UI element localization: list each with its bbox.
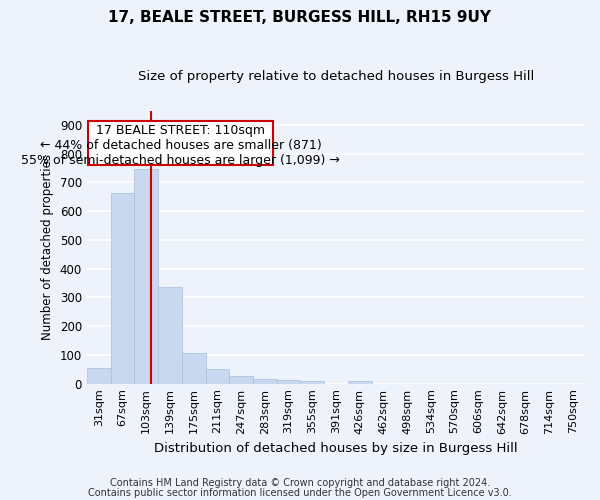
FancyBboxPatch shape xyxy=(88,122,273,165)
X-axis label: Distribution of detached houses by size in Burgess Hill: Distribution of detached houses by size … xyxy=(154,442,518,455)
Bar xyxy=(277,380,301,384)
Text: 17 BEALE STREET: 110sqm: 17 BEALE STREET: 110sqm xyxy=(96,124,265,137)
Bar xyxy=(87,368,110,384)
Bar xyxy=(206,368,229,384)
Bar xyxy=(182,352,206,384)
Text: 55% of semi-detached houses are larger (1,099) →: 55% of semi-detached houses are larger (… xyxy=(21,154,340,166)
Title: Size of property relative to detached houses in Burgess Hill: Size of property relative to detached ho… xyxy=(138,70,534,83)
Bar xyxy=(110,194,134,384)
Y-axis label: Number of detached properties: Number of detached properties xyxy=(41,154,55,340)
Bar xyxy=(253,380,277,384)
Bar xyxy=(301,381,324,384)
Bar xyxy=(229,376,253,384)
Bar xyxy=(348,381,371,384)
Bar xyxy=(158,286,182,384)
Text: 17, BEALE STREET, BURGESS HILL, RH15 9UY: 17, BEALE STREET, BURGESS HILL, RH15 9UY xyxy=(109,10,491,25)
Text: Contains HM Land Registry data © Crown copyright and database right 2024.: Contains HM Land Registry data © Crown c… xyxy=(110,478,490,488)
Bar xyxy=(134,168,158,384)
Text: ← 44% of detached houses are smaller (871): ← 44% of detached houses are smaller (87… xyxy=(40,138,322,151)
Text: Contains public sector information licensed under the Open Government Licence v3: Contains public sector information licen… xyxy=(88,488,512,498)
